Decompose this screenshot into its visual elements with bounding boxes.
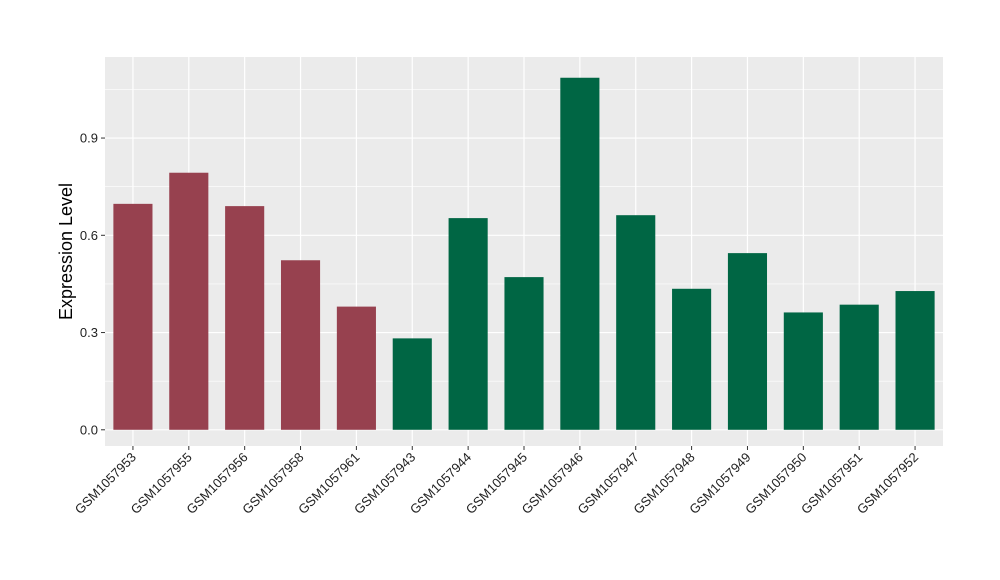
y-tick-label: 0.3 [80, 325, 98, 340]
y-axis: 0.0 0.3 0.6 0.9 [80, 131, 105, 437]
bar-GSM1057961 [336, 306, 376, 430]
bar-GSM1057950 [783, 312, 823, 430]
bar-GSM1057949 [727, 253, 768, 430]
y-tick-label: 0.6 [80, 228, 98, 243]
bar-GSM1057956 [225, 206, 265, 430]
y-tick-label: 0.9 [80, 131, 98, 146]
bar-GSM1057951 [839, 304, 879, 430]
bar-GSM1057947 [616, 215, 656, 430]
bar-GSM1057955 [169, 172, 209, 430]
bar-GSM1057943 [392, 338, 432, 430]
y-axis-title: Expression Level [56, 183, 76, 320]
y-tick-label: 0.0 [80, 422, 98, 437]
bar-GSM1057948 [672, 288, 712, 430]
bar-GSM1057953 [113, 203, 153, 430]
bar-GSM1057945 [504, 277, 544, 430]
bar-GSM1057952 [895, 291, 935, 430]
bars [113, 77, 935, 430]
bar-GSM1057946 [560, 77, 600, 430]
bar-GSM1057958 [280, 260, 321, 430]
bar-GSM1057944 [448, 218, 488, 430]
x-axis: GSM1057953GSM1057955GSM1057956GSM1057958… [72, 446, 921, 517]
